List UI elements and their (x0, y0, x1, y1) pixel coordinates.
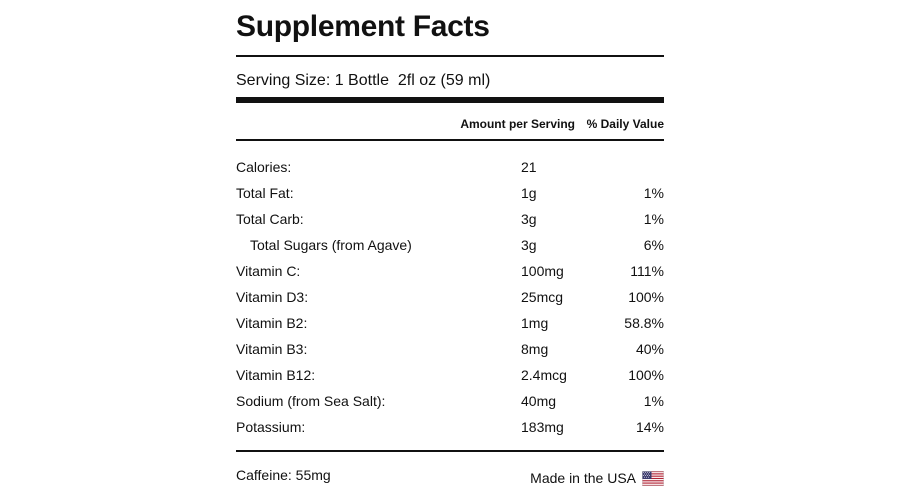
nutrient-amount: 1g (521, 185, 537, 201)
nutrient-name: Vitamin C: (236, 263, 301, 279)
nutrient-amount: 2.4mcg (521, 367, 567, 383)
nutrient-row: Vitamin B2: 1mg 58.8% (236, 311, 664, 337)
nutrient-amount: 183mg (521, 419, 564, 435)
nutrient-name: Vitamin D3: (236, 289, 309, 305)
nutrient-daily-value: 14% (635, 419, 664, 435)
nutrient-row: Total Carb: 3g 1% (236, 207, 664, 233)
nutrient-amount: 100mg (521, 263, 564, 279)
nutrient-daily-value: 1% (643, 185, 664, 201)
nutrient-amount: 1mg (521, 315, 549, 331)
serving-size: Serving Size: 1 Bottle 2fl oz (59 ml) (236, 72, 491, 89)
nutrient-daily-value: 58.8% (624, 315, 664, 331)
supplement-facts-panel: Supplement Facts Serving Size: 1 Bottle … (236, 0, 664, 500)
nutrient-row: Potassium: 183mg 14% (236, 415, 664, 441)
daily-value-header: % Daily Value (586, 117, 664, 131)
nutrient-name: Total Sugars (from Agave) (250, 237, 412, 253)
nutrient-daily-value: 1% (643, 211, 664, 227)
nutrient-daily-value: 100% (628, 367, 664, 383)
nutrient-amount: 3g (521, 211, 537, 227)
nutrient-name: Total Fat: (236, 185, 294, 201)
nutrient-daily-value: 111% (630, 263, 664, 279)
footer-divider (236, 450, 664, 452)
nutrient-daily-value: 1% (643, 393, 664, 409)
nutrient-daily-value: 40% (635, 341, 664, 357)
nutrient-name: Vitamin B2: (236, 315, 308, 331)
amount-header: Amount per Serving (460, 117, 575, 131)
header-divider (236, 139, 664, 141)
nutrient-row: Vitamin B12: 2.4mcg 100% (236, 363, 664, 389)
nutrient-row: Calories: 21 (236, 155, 664, 181)
nutrient-name: Sodium (from Sea Salt): (236, 393, 386, 409)
nutrient-name: Calories: (236, 159, 292, 175)
nutrient-amount: 3g (521, 237, 537, 253)
title-divider (236, 55, 664, 57)
nutrient-daily-value: 6% (643, 237, 664, 253)
nutrient-amount: 40mg (521, 393, 557, 409)
nutrient-daily-value: 100% (628, 289, 664, 305)
nutrient-name: Vitamin B3: (236, 341, 308, 357)
nutrient-row: Sodium (from Sea Salt): 40mg 1% (236, 389, 664, 415)
nutrient-name: Vitamin B12: (236, 367, 316, 383)
nutrient-row: Vitamin D3: 25mcg 100% (236, 285, 664, 311)
nutrient-row: Vitamin C: 100mg 111% (236, 259, 664, 285)
nutrient-name: Total Carb: (236, 211, 304, 227)
us-flag-icon (642, 470, 664, 486)
nutrient-amount: 25mcg (521, 289, 564, 305)
nutrient-name: Potassium: (236, 419, 306, 435)
panel-title: Supplement Facts (236, 10, 490, 43)
nutrient-row: Vitamin B3: 8mg 40% (236, 337, 664, 363)
nutrient-table: Calories: 21 Total Fat: 1g 1% Total Carb… (236, 155, 664, 441)
origin-note: Made in the USA (530, 469, 664, 487)
made-in-label: Made in the USA (530, 470, 636, 486)
caffeine-note: Caffeine: 55mg (236, 467, 331, 483)
nutrient-amount: 21 (521, 159, 537, 175)
nutrient-row: Total Sugars (from Agave) 3g 6% (236, 233, 664, 259)
nutrient-row: Total Fat: 1g 1% (236, 181, 664, 207)
thick-divider (236, 97, 664, 103)
nutrient-amount: 8mg (521, 341, 549, 357)
